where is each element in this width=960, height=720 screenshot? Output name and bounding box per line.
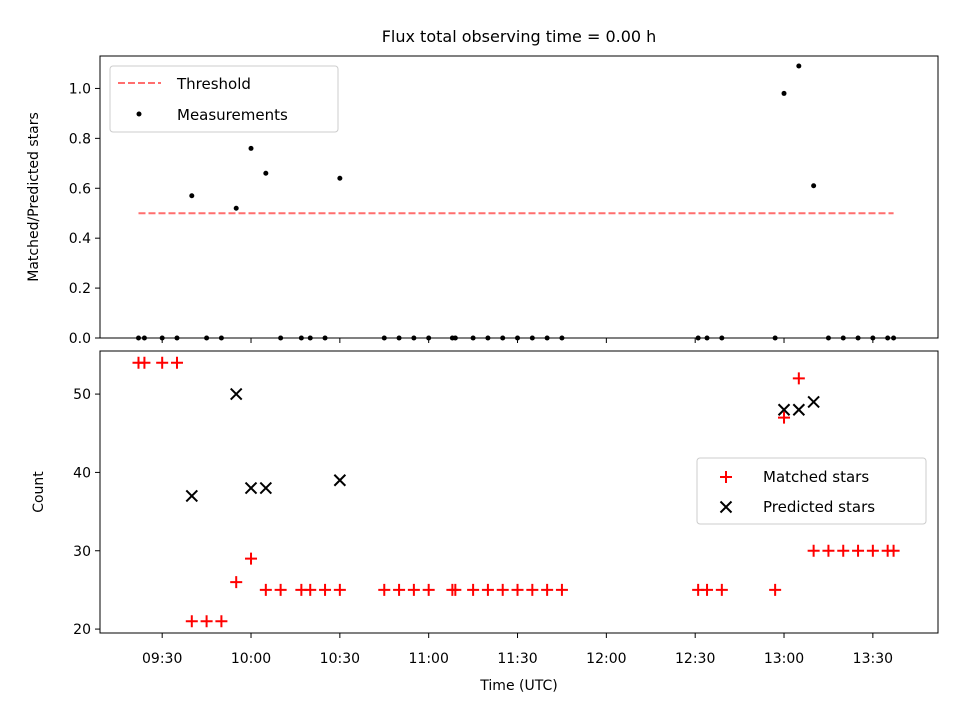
matched-star-point [215,615,228,628]
x-tick-label: 13:00 [764,651,804,667]
top-y-tick-label: 0.0 [69,331,91,347]
matched-star-point [822,544,835,557]
predicted-star-point [185,489,199,503]
top-y-tick-label: 0.6 [69,181,91,197]
matched-star-point [449,583,462,596]
measurement-point [263,170,269,176]
matched-star-point [887,544,900,557]
matched-star-point [319,583,332,596]
predicted-star-point [792,403,806,416]
bottom-legend-box [696,457,927,525]
matched-star-point [304,583,317,596]
matched-star-point [333,583,346,596]
top-y-tick-label: 0.2 [69,281,91,297]
matched-star-point [541,583,554,596]
matched-star-point [407,583,420,596]
predicted-star-point [230,387,243,401]
bottom-y-tick-label: 30 [73,544,91,560]
x-tick-label: 11:00 [409,651,449,667]
matched-star-point [245,552,258,565]
matched-star-point [467,583,480,596]
x-tick-label: 11:30 [497,651,537,667]
top-y-tick-label: 1.0 [69,81,91,97]
x-tick-label: 10:30 [320,651,360,667]
predicted-star-point [259,481,273,495]
matched-star-point [852,544,865,557]
top-axes-frame [99,55,939,339]
measurement-point [337,175,343,181]
x-tick-label: 12:00 [586,651,626,667]
measurement-point [811,183,817,189]
top-y-tick-label: 0.8 [69,131,91,147]
matched-star-point [769,583,782,596]
bottom-legend: Matched stars Predicted stars [696,457,927,525]
measurement-point [248,145,254,151]
matched-star-point [259,583,272,596]
matched-star-point [378,583,391,596]
predicted-star-point [333,474,347,487]
predicted-star-point [244,481,258,495]
matched-star-point [274,583,287,596]
bottom-plot-area [132,356,900,628]
legend-predicted-marker [719,500,733,514]
top-y-axis-label: Matched/Predicted stars [26,112,42,282]
matched-star-point [200,615,213,628]
matched-star-point [701,583,714,596]
bottom-y-axis-label: Count [31,471,47,513]
top-y-tick-label: 0.4 [69,231,91,247]
bottom-axes-frame [99,350,939,634]
bottom-y-tick-label: 20 [73,622,91,638]
bottom-y-ticks: 20 30 40 50 [73,387,100,638]
matched-star-point [807,544,820,557]
chart-title: Flux total observing time = 0.00 h [382,27,657,46]
matched-star-point [496,583,509,596]
matched-star-point [837,544,850,557]
x-tick-label: 10:00 [231,651,271,667]
top-legend: Threshold Measurements [109,65,339,133]
legend-matched-swatch [720,471,732,483]
matched-star-point [555,583,568,596]
matched-star-point [866,544,879,557]
matched-star-point [185,615,198,628]
legend-threshold-label: Threshold [176,75,251,93]
predicted-star-point [807,395,820,409]
measurement-point [796,63,802,69]
matched-star-point [156,356,169,369]
matched-star-point [715,583,728,596]
matched-star-point [481,583,494,596]
bottom-y-tick-label: 40 [73,465,91,481]
legend-matched-label: Matched stars [763,468,869,486]
matched-star-point [511,583,524,596]
x-tick-label: 13:30 [853,651,893,667]
legend-predicted-label: Predicted stars [763,498,875,516]
matched-star-point [138,356,151,369]
top-panel: 0.0 0.2 0.4 0.6 0.8 1.0 Matched/Predicted sta… [26,55,939,347]
matched-star-point [422,583,435,596]
measurement-point [781,90,787,96]
matched-star-point [792,372,805,385]
top-x-ticks [161,338,874,343]
bottom-y-tick-label: 50 [73,387,91,403]
matched-star-point [526,583,539,596]
legend-measurements-swatch [136,111,142,117]
measurement-point [189,193,195,199]
matched-star-point [170,356,183,369]
bottom-x-ticks: 09:30 10:00 10:30 11:00 11:30 12:00 12:30 13:00… [142,633,893,667]
top-legend-box [109,65,339,133]
matched-star-point [393,583,406,596]
x-tick-label: 09:30 [142,651,182,667]
legend-matched-marker [720,471,732,483]
x-tick-label: 12:30 [675,651,715,667]
top-y-ticks: 0.0 0.2 0.4 0.6 0.8 1.0 [69,81,100,347]
legend-predicted-swatch [719,500,733,514]
legend-measurements-label: Measurements [177,106,288,124]
bottom-panel: 20 30 40 50 09:30 10:00 10:30 11:00 11:30 12:00 1… [31,350,939,694]
matched-star-point [778,411,791,424]
predicted-star-point [777,403,791,416]
matched-star-point [230,576,243,589]
x-axis-label: Time (UTC) [479,678,557,694]
measurement-point [233,205,239,211]
